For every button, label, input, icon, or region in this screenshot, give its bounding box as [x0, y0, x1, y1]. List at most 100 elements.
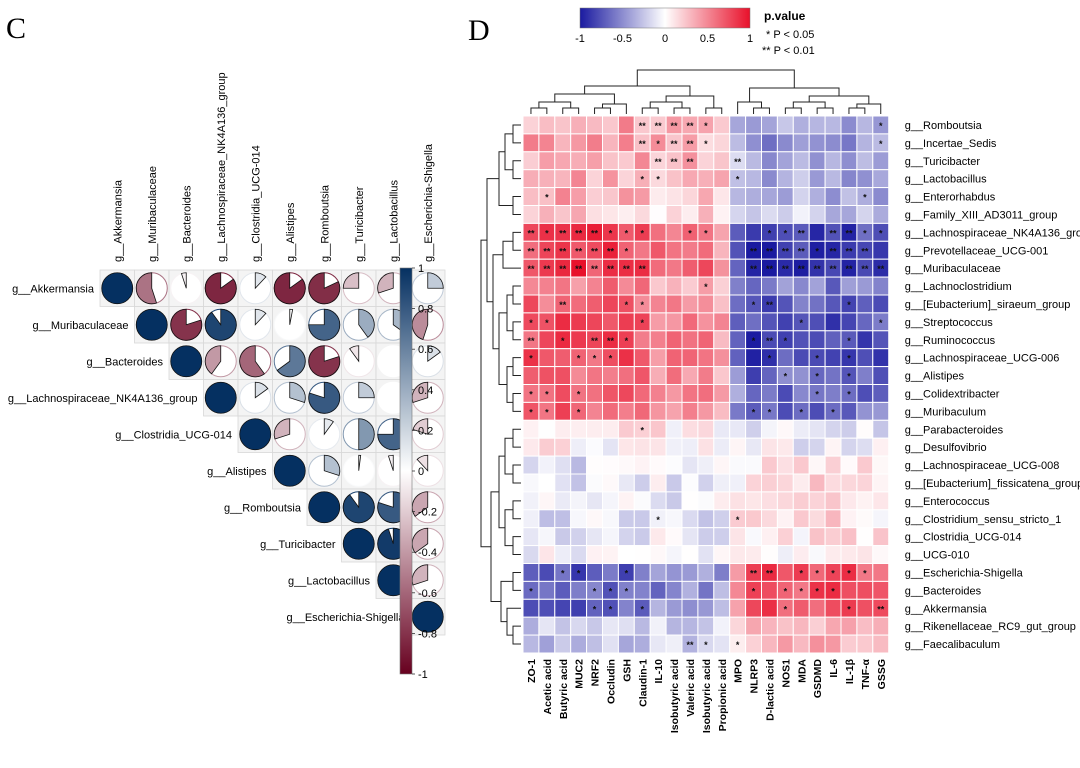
dendrogram-branch	[641, 107, 659, 114]
heat-cell	[872, 366, 890, 386]
heat-cell	[872, 187, 890, 207]
heat-cell	[617, 634, 635, 654]
heat-cell	[856, 330, 874, 350]
heat-cell	[776, 634, 794, 654]
row-label: g__Rikenellaceae_RC9_gut_group	[905, 621, 1076, 633]
significance-mark: **	[591, 264, 599, 274]
heat-cell	[570, 527, 588, 547]
heat-cell	[554, 133, 572, 153]
heat-cell	[681, 419, 699, 439]
heat-cell	[824, 187, 842, 207]
heat-cell	[665, 205, 683, 224]
significance-mark: *	[847, 389, 851, 399]
heat-cell	[570, 580, 588, 600]
heat-cell	[617, 598, 635, 618]
heat-cell	[776, 545, 794, 564]
column-label: D-lactic acid	[764, 659, 776, 721]
heat-cell	[808, 205, 826, 224]
heat-cell	[681, 294, 699, 314]
pie-mark	[135, 308, 168, 341]
heat-cell	[697, 401, 715, 421]
colorbar-tick-label: 0.8	[418, 304, 433, 316]
heat-cell	[681, 258, 699, 278]
heat-cell	[713, 437, 731, 457]
heat-cell	[713, 401, 731, 421]
pie-mark	[412, 418, 429, 435]
heat-cell	[729, 419, 747, 439]
heat-cell	[681, 240, 699, 260]
dendrogram-branch	[784, 107, 802, 114]
heat-cell	[586, 563, 603, 582]
row-label: g__Lachnospiraceae_UCG-008	[905, 460, 1060, 472]
heat-cell	[554, 312, 572, 332]
heat-cell	[538, 545, 556, 564]
heat-cell	[586, 151, 603, 171]
heat-cell	[761, 115, 778, 135]
heat-cell	[633, 509, 651, 529]
pie-mark	[358, 418, 375, 451]
significance-mark: *	[815, 246, 819, 256]
dendrogram-branch	[504, 133, 513, 171]
heat-cell	[840, 580, 858, 600]
significance-mark: *	[593, 586, 597, 596]
significance-mark: **	[559, 264, 567, 274]
pie-mark	[254, 381, 269, 399]
significance-mark: *	[736, 175, 740, 185]
significance-mark: *	[847, 300, 851, 310]
heat-cell	[570, 616, 588, 636]
significance-mark: **	[575, 246, 583, 256]
heat-cell	[617, 169, 635, 189]
row-dendrogram	[480, 124, 521, 645]
heat-cell	[586, 294, 603, 314]
heat-cell	[665, 330, 683, 350]
heat-cell	[617, 401, 635, 421]
heat-cell	[729, 545, 747, 564]
heat-cell	[665, 384, 683, 403]
heat-cell	[713, 634, 731, 654]
dendrogram-branch	[512, 571, 521, 591]
heat-cell	[792, 276, 810, 296]
heat-cell	[729, 240, 747, 260]
heat-cell	[713, 509, 731, 529]
heat-cell	[649, 616, 667, 636]
column-label: Valeric acid	[685, 659, 697, 717]
significance-mark: **	[830, 246, 838, 256]
heat-cell	[665, 366, 683, 386]
heat-cell	[824, 348, 842, 368]
heat-cell	[665, 348, 683, 368]
heat-cell	[776, 205, 794, 224]
heat-cell	[745, 598, 762, 618]
dendrogram-branch	[512, 196, 521, 215]
significance-mark: **	[559, 228, 567, 238]
heat-cell	[617, 348, 635, 368]
heat-cell	[808, 419, 826, 439]
row-label: g__Prevotellaceae_UCG-001	[905, 245, 1049, 257]
row-label: g__Escherichia-Shigella	[286, 612, 405, 624]
heat-cell	[856, 473, 874, 493]
heat-cell	[856, 169, 874, 189]
row-label: g__Romboutsia	[905, 120, 983, 132]
heat-cell	[872, 384, 890, 403]
significance-mark: *	[529, 407, 533, 417]
heat-cell	[602, 634, 619, 654]
heat-cell	[856, 527, 874, 547]
heat-cell	[776, 491, 794, 511]
heat-cell	[697, 151, 715, 171]
heat-cell	[538, 330, 556, 350]
significance-mark: *	[545, 407, 549, 417]
significance-mark: **	[830, 264, 838, 274]
heat-cell	[681, 563, 699, 582]
column-label: g__Romboutsia	[319, 184, 331, 262]
heat-cell	[792, 455, 810, 475]
row-label: g__Enterorhabdus	[905, 192, 996, 204]
heat-cell	[633, 187, 651, 207]
heat-cell	[824, 527, 842, 547]
heat-cell	[538, 491, 556, 511]
heat-cell	[665, 276, 683, 296]
significance-mark: *	[799, 586, 803, 596]
significance-mark: **	[750, 246, 758, 256]
heat-cell	[729, 563, 747, 582]
heat-cell	[792, 348, 810, 368]
heat-cell	[713, 330, 731, 350]
heat-cell	[570, 598, 588, 618]
